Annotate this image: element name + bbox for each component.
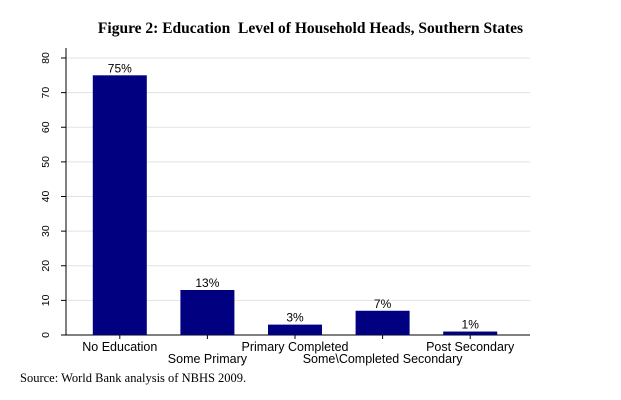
source-note: Source: World Bank analysis of NBHS 2009…: [20, 371, 247, 385]
y-tick-label: 80: [40, 52, 52, 64]
bar-data-label: 3%: [286, 311, 304, 325]
y-tick-label: 40: [40, 191, 52, 203]
y-axis-ticks: 0 10 20 30 40 50 60 70 80: [40, 52, 66, 338]
bar: [355, 310, 410, 335]
bar: [92, 75, 147, 335]
y-tick-label: 30: [40, 225, 52, 237]
x-tick-label: Some Primary: [168, 352, 248, 366]
x-tick-label: Post Secondary: [426, 340, 515, 354]
bar-data-label: 1%: [462, 318, 480, 332]
bar: [180, 289, 235, 335]
y-tick-label: 60: [40, 121, 52, 133]
x-tick-label: No Education: [82, 340, 157, 354]
bar: [443, 331, 498, 335]
bar: [268, 324, 322, 335]
bar-data-label: 7%: [374, 297, 392, 311]
bar-data-label: 13%: [195, 276, 219, 290]
y-tick-label: 50: [40, 156, 52, 168]
bar-data-label: 75%: [108, 61, 132, 75]
y-tick-label: 20: [40, 260, 52, 272]
bars: 75% 13% 3% 7% 1%: [92, 61, 498, 335]
chart-title: Figure 2: Education Level of Household H…: [97, 20, 524, 37]
x-tick-label: Some\Completed Secondary: [303, 352, 464, 366]
y-tick-label: 0: [40, 332, 52, 338]
y-tick-label: 10: [40, 294, 52, 306]
y-tick-label: 70: [40, 87, 52, 99]
x-tick-label: Primary Completed: [242, 340, 349, 354]
